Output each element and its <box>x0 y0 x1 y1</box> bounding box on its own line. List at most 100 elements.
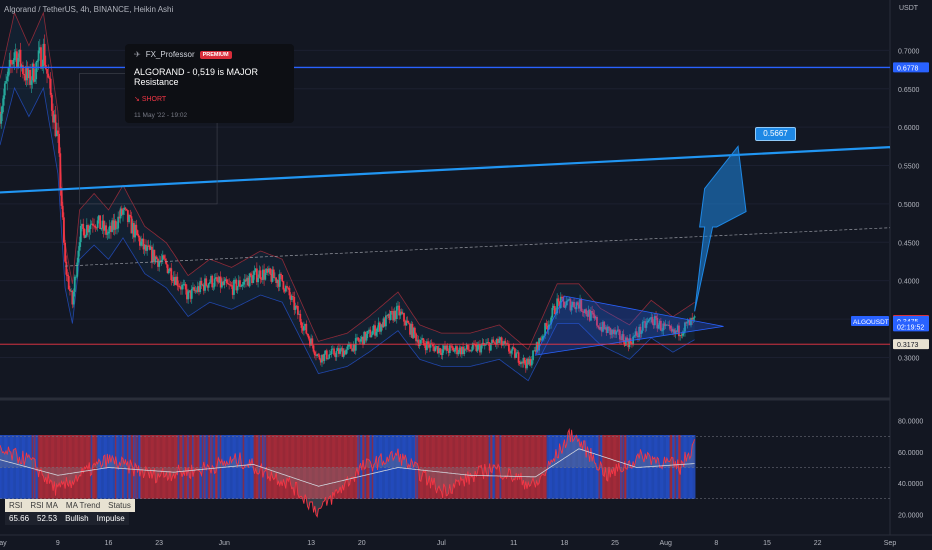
rsi-status-bar <box>467 435 469 499</box>
rsi-status-bar <box>368 435 370 499</box>
rsi-status-bar <box>239 435 241 499</box>
rsi-status-bar <box>655 435 657 499</box>
rsi-status-bar <box>75 435 77 499</box>
rsi-status-bar <box>672 435 674 499</box>
time-tick-label: 8 <box>714 540 718 547</box>
candle-body <box>579 298 581 309</box>
rsi-status-bar <box>171 435 174 499</box>
candle-body <box>25 66 28 81</box>
candle-body <box>183 283 186 285</box>
candle-body <box>17 57 19 68</box>
rsi-status-bar <box>340 435 343 499</box>
rsi-status-bar <box>11 435 13 499</box>
time-tick-label: Aug <box>659 540 672 547</box>
candle-body <box>442 345 445 350</box>
rsi-status-bar <box>418 435 421 499</box>
rsi-oscillator <box>0 427 890 518</box>
rsi-status-bar <box>249 435 252 499</box>
candle-body <box>3 83 6 96</box>
candle-body <box>204 278 206 291</box>
rsi-status-bar <box>161 435 164 499</box>
candle-body <box>370 335 373 338</box>
rsi-status-bar <box>664 435 667 499</box>
candle-body <box>432 343 434 347</box>
candle-body <box>434 347 437 352</box>
rsi-status-bar <box>111 435 114 499</box>
candle-body <box>53 114 56 123</box>
rsi-status-bar <box>533 435 536 499</box>
candle-body <box>587 309 590 317</box>
rsi-status-bar <box>65 435 68 499</box>
rsi-status-bar <box>220 435 223 499</box>
rsi-status-bar <box>113 435 116 499</box>
candle-body <box>82 223 85 229</box>
rsi-status-bar <box>445 435 448 499</box>
rsi-status-bar <box>130 435 133 499</box>
rsi-status-bar <box>365 435 368 499</box>
candle-body <box>476 344 479 352</box>
rsi-status-bar <box>106 435 109 499</box>
rsi-status-bar <box>500 435 503 499</box>
rsi-status-bar <box>605 435 608 499</box>
time-tick-label: 11 <box>510 540 517 547</box>
osc-tick-label: 80.0000 <box>898 419 923 426</box>
rsi-status-bar <box>662 435 665 499</box>
candle-body <box>20 65 23 68</box>
rsi-status-bar <box>438 435 440 499</box>
rsi-status-bar <box>12 435 15 499</box>
candle-body <box>389 311 392 320</box>
candle-body <box>561 296 563 298</box>
rsi-status-bar <box>356 435 358 499</box>
rsi-status-bar <box>46 435 48 499</box>
candle-body <box>148 245 151 250</box>
candle-body <box>89 224 92 230</box>
candle-body <box>213 278 216 287</box>
candle-body <box>474 344 477 346</box>
rsi-status-bar <box>155 435 158 499</box>
candle-body <box>114 220 117 229</box>
candle-body <box>218 276 221 283</box>
rsi-status-bar <box>2 435 5 499</box>
rsi-status-bar <box>591 435 594 499</box>
rsi-status-bar <box>275 435 278 499</box>
rsi-status-bar <box>570 435 573 499</box>
candle-body <box>324 350 327 354</box>
candle-body <box>113 220 116 230</box>
rsi-status-bar <box>164 435 167 499</box>
rsi-status-bar <box>118 435 121 499</box>
candle-body <box>278 273 281 287</box>
candle-body <box>69 289 71 291</box>
candle-body <box>182 284 185 286</box>
rsi-status-bar <box>119 435 122 499</box>
rsi-status-bar <box>142 435 145 499</box>
idea-tooltip[interactable]: ✈ FX_Professor PREMIUM ALGORAND - 0,519 … <box>125 44 294 123</box>
rsi-status-bar <box>571 435 574 499</box>
candle-body <box>253 271 256 275</box>
candle-body <box>651 317 654 324</box>
candle-body <box>411 323 414 338</box>
candle-body <box>335 350 338 358</box>
candle-body <box>440 352 443 356</box>
rsi-status-bar <box>169 435 171 499</box>
rsi-status-bar <box>69 435 71 499</box>
rsi-status-bar <box>67 435 70 499</box>
candle-body <box>9 59 12 64</box>
rsi-status-bar <box>532 435 534 499</box>
candle-body <box>303 326 305 331</box>
rsi-status-bar <box>511 435 514 499</box>
candle-body <box>540 339 543 341</box>
candle-body <box>357 337 360 341</box>
rsi-status-bar <box>300 435 303 499</box>
rsi-status-bar <box>679 435 682 499</box>
author-name[interactable]: FX_Professor <box>145 50 195 59</box>
rsi-status-bar <box>286 435 288 499</box>
rsi-status-bar <box>436 435 439 499</box>
rsi-status-bar <box>17 435 19 499</box>
idea-title[interactable]: ALGORAND - 0,519 is MAJOR Resistance <box>134 67 259 87</box>
rsi-status-bar <box>561 435 563 499</box>
rsi-status-bar <box>508 435 510 499</box>
rsi-status-bar <box>114 435 117 499</box>
rsi-status-bar <box>18 435 21 499</box>
rsi-status-bar <box>471 435 474 499</box>
candle-body <box>217 281 220 283</box>
